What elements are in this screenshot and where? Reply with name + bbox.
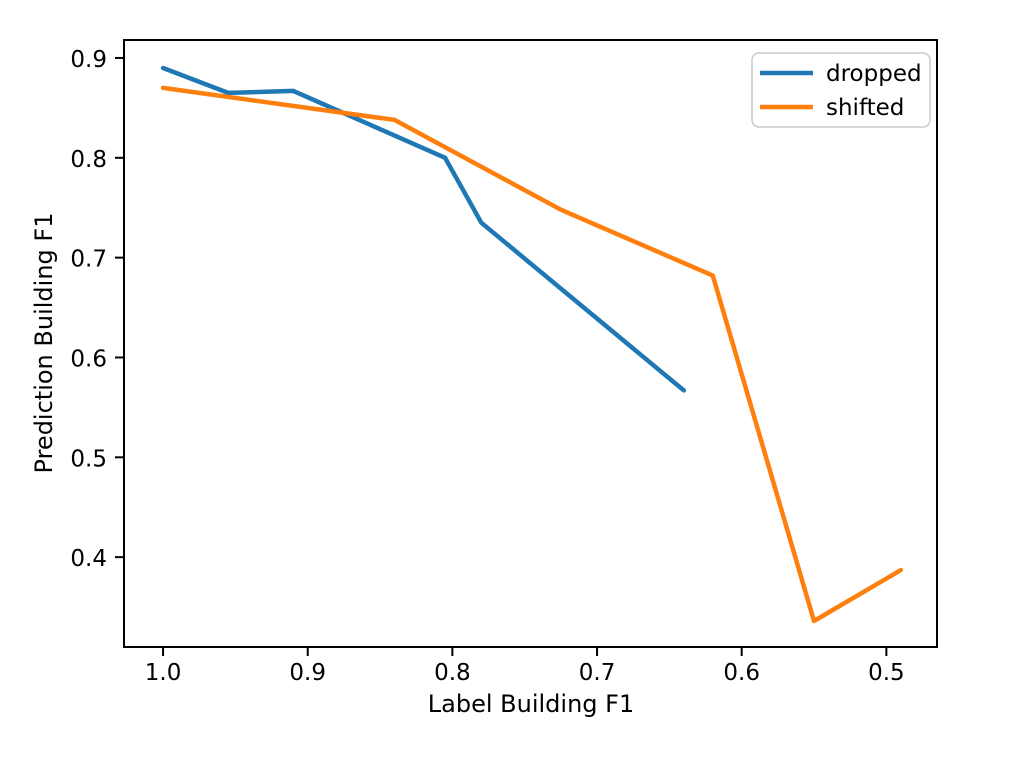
y-tick-label: 0.5 — [70, 446, 107, 472]
x-axis-label: Label Building F1 — [428, 690, 634, 718]
legend-item-shifted: shifted — [760, 95, 904, 121]
y-tick-label: 0.4 — [70, 546, 107, 572]
x-tick-label: 0.7 — [579, 660, 616, 686]
y-axis-label: Prediction Building F1 — [30, 213, 58, 474]
tick-layer: 1.0 0.9 0.8 0.7 0.6 0.5 0.9 0.8 0.7 0.6 0.5 0.4 — [70, 47, 904, 686]
legend-label-dropped: dropped — [826, 61, 922, 87]
legend-item-dropped: dropped — [760, 61, 922, 87]
legend-label-shifted: shifted — [826, 95, 904, 121]
y-tick-label: 0.9 — [70, 47, 107, 73]
legend: dropped shifted — [751, 52, 931, 128]
series-line-shifted — [160, 85, 904, 624]
x-tick-label: 0.8 — [434, 660, 471, 686]
x-tick-label: 0.9 — [289, 660, 326, 686]
y-tick-label: 0.7 — [70, 247, 107, 273]
y-tick-label: 0.8 — [70, 147, 107, 173]
plot-area — [123, 39, 938, 648]
x-tick-label: 0.6 — [723, 660, 760, 686]
series-line-dropped — [160, 65, 687, 393]
series-layer — [160, 65, 904, 624]
x-tick-label: 0.5 — [868, 660, 905, 686]
x-tick-label: 1.0 — [145, 660, 182, 686]
y-tick-label: 0.6 — [70, 346, 107, 372]
